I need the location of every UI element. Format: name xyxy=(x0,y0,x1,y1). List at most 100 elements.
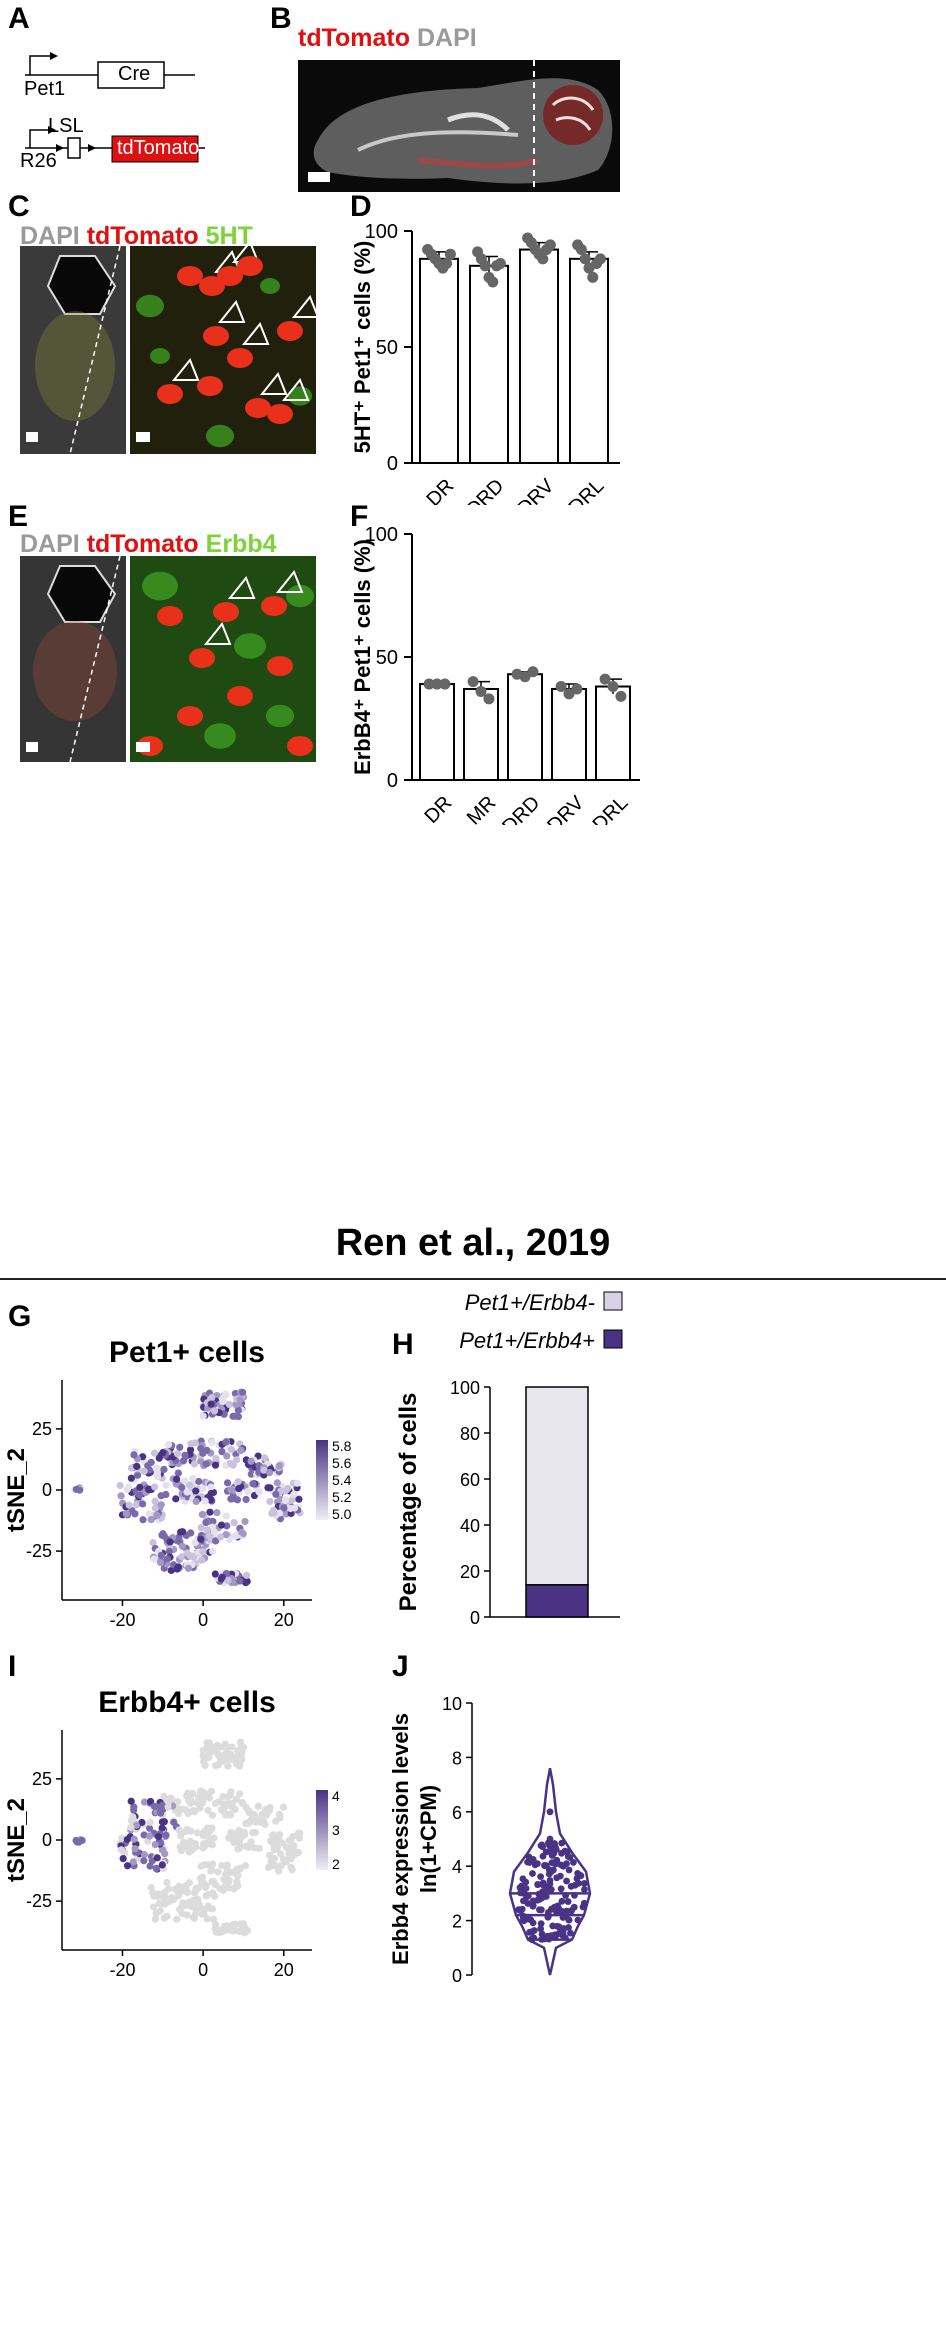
cell-point xyxy=(571,1881,579,1889)
cell xyxy=(267,656,293,676)
cell-point xyxy=(241,1924,249,1932)
cell-point xyxy=(222,1461,230,1469)
cell-point xyxy=(270,1509,278,1517)
cell-point xyxy=(236,1841,244,1849)
cell-point xyxy=(276,1850,285,1858)
cell-point xyxy=(189,1553,198,1561)
cell-point xyxy=(122,1510,130,1518)
data-point xyxy=(594,253,606,265)
cell-point xyxy=(275,1509,283,1517)
arrowhead xyxy=(171,358,200,381)
cell-point xyxy=(186,1529,195,1537)
cell-point xyxy=(210,1407,219,1415)
cell-point xyxy=(138,1818,146,1827)
cell xyxy=(189,648,215,668)
cell-point xyxy=(201,1497,209,1505)
arrowhead xyxy=(291,295,316,318)
cell-point xyxy=(125,1483,133,1491)
cell-point xyxy=(191,1840,199,1848)
construct-schematic xyxy=(25,52,205,163)
cell-point xyxy=(545,1886,552,1893)
cell-point xyxy=(187,1827,195,1835)
cell-point xyxy=(272,1817,280,1825)
cell-point xyxy=(173,1565,181,1573)
y-axis-label: ErbB4⁺ Pet1⁺ cells (%) xyxy=(350,539,375,775)
cell-point xyxy=(227,1445,236,1454)
cell-point xyxy=(140,1831,148,1839)
data-point xyxy=(439,678,451,690)
bar xyxy=(519,248,559,465)
cell xyxy=(287,736,313,756)
colorbar-label: 5.6 xyxy=(332,1455,352,1471)
cell-point xyxy=(145,1485,153,1494)
cell-point xyxy=(278,1839,286,1847)
cell-point xyxy=(558,1839,566,1847)
cell-point xyxy=(236,1738,245,1746)
data-point xyxy=(607,681,619,693)
cell-point xyxy=(136,1483,144,1491)
cell-point xyxy=(247,1457,255,1465)
cell-point xyxy=(130,1835,138,1843)
y-tick-label: 40 xyxy=(460,1516,480,1536)
cell-point xyxy=(242,1803,250,1811)
cell-point xyxy=(270,1841,278,1849)
cell-point xyxy=(214,1868,222,1876)
data-point xyxy=(467,676,479,688)
arrowhead xyxy=(217,300,246,323)
cell-point xyxy=(198,1556,206,1564)
cell-point xyxy=(133,1471,142,1479)
cell-point xyxy=(162,1490,170,1499)
cell-point xyxy=(580,1880,588,1887)
data-point xyxy=(519,671,531,683)
panel-label-a: A xyxy=(8,2,30,35)
cell xyxy=(217,266,243,286)
cell-point xyxy=(130,1806,138,1814)
panel-label-g: G xyxy=(8,1300,32,1333)
colorbar-label: 3 xyxy=(332,1822,340,1838)
cell-point xyxy=(236,1396,244,1404)
cell-point xyxy=(181,1827,189,1836)
tdtomato-label: tdTomato xyxy=(298,24,411,52)
x-tick-label: DRV xyxy=(513,474,559,505)
cell-point xyxy=(173,1450,182,1458)
cell-point xyxy=(241,1862,250,1870)
y-tick-label: 25 xyxy=(32,1769,52,1789)
cell-point xyxy=(165,1547,173,1556)
cell-point xyxy=(208,1824,216,1832)
cell xyxy=(277,321,303,341)
cell-point xyxy=(160,1532,168,1540)
cell-point xyxy=(185,1879,193,1887)
cell-point xyxy=(266,1497,274,1506)
cell-point xyxy=(247,1470,255,1478)
cell-point xyxy=(279,1855,287,1863)
cell-point xyxy=(218,1861,226,1870)
cell-point xyxy=(539,1852,547,1860)
cell-point xyxy=(227,1460,235,1468)
cell-point xyxy=(146,1818,154,1826)
cell-point xyxy=(173,1915,181,1923)
cell-point xyxy=(163,1555,172,1563)
cell-point xyxy=(211,1461,220,1469)
colorbar-label: 5.2 xyxy=(332,1489,352,1505)
cell-point xyxy=(208,1841,216,1849)
cell-point xyxy=(188,1807,196,1815)
bar xyxy=(419,257,459,465)
cell-point xyxy=(550,1933,558,1941)
cell-point xyxy=(147,1516,155,1524)
cell-point xyxy=(225,1400,234,1409)
cell-point xyxy=(117,1492,125,1500)
cell-point xyxy=(219,1800,228,1808)
x-tick-label: DR xyxy=(420,792,456,825)
cell-point xyxy=(151,1497,159,1505)
green-signal xyxy=(206,424,234,448)
cell-point xyxy=(234,1828,242,1836)
cell-point xyxy=(132,1821,141,1829)
cell-point xyxy=(207,1483,215,1491)
cell-point xyxy=(291,1850,299,1859)
y-tick-label: 0 xyxy=(42,1480,52,1500)
cell-point xyxy=(131,1845,139,1853)
reference-title: Ren et al., 2019 xyxy=(335,1222,611,1264)
cell-point xyxy=(159,1448,167,1457)
cell-point xyxy=(236,1836,244,1844)
x-tick-label: -20 xyxy=(109,1960,135,1980)
